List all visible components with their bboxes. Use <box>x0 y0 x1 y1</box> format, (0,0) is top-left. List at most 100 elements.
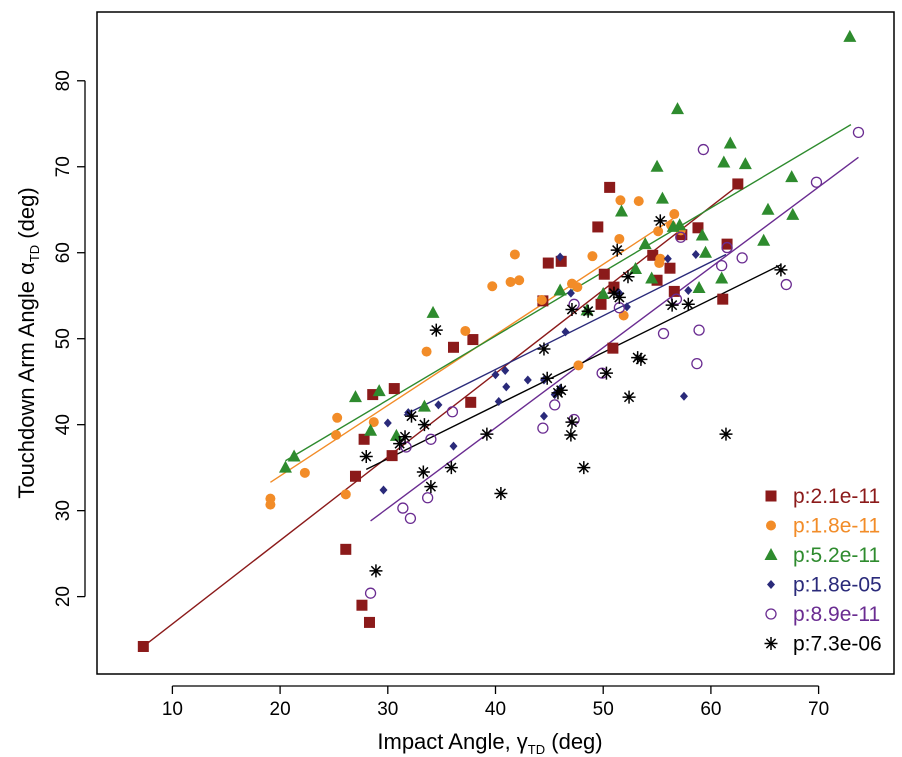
data-point-series-6 <box>393 437 407 451</box>
data-point-series-6 <box>631 351 645 365</box>
data-point-series-6 <box>622 390 636 404</box>
data-point-series-6 <box>681 297 695 311</box>
data-point-series-4 <box>684 286 693 296</box>
data-point-series-3 <box>673 218 687 231</box>
x-tick-label: 60 <box>700 699 721 720</box>
data-point-series-5 <box>400 441 412 453</box>
data-point-series-5 <box>425 433 437 445</box>
data-point-series-6 <box>610 243 624 257</box>
x-tick-label: 50 <box>593 699 614 720</box>
legend-item-series-1: p:2.1e-11 <box>765 485 880 508</box>
data-point-series-6 <box>444 461 458 475</box>
data-point-series-6 <box>665 298 679 312</box>
data-point-series-3 <box>671 102 685 115</box>
data-point-series-6 <box>429 323 443 337</box>
data-point-series-6 <box>719 427 733 441</box>
legend-label-series-4: p:1.8e-05 <box>793 574 882 597</box>
x-axis-label: Impact Angle, γTD (deg) <box>377 729 602 757</box>
legend-marker-series-2 <box>766 520 776 531</box>
y-tick-label: 80 <box>53 70 74 91</box>
data-point-series-5 <box>852 126 865 139</box>
data-point-series-2 <box>572 282 583 293</box>
data-point-series-1 <box>692 222 704 234</box>
data-point-series-4 <box>679 391 688 401</box>
data-point-series-1 <box>721 238 733 250</box>
data-point-series-6 <box>565 415 579 429</box>
data-point-series-6 <box>634 352 648 366</box>
series-6-points <box>359 214 788 578</box>
data-point-series-2 <box>669 209 680 220</box>
data-point-series-6 <box>359 449 373 463</box>
legend-marker-series-1 <box>765 490 777 502</box>
data-point-series-1 <box>732 178 744 190</box>
data-point-series-1 <box>465 396 477 408</box>
data-point-series-4 <box>622 302 631 312</box>
data-point-series-5 <box>716 259 728 272</box>
data-point-series-2 <box>460 325 471 336</box>
data-point-series-1 <box>388 383 400 395</box>
data-point-series-6 <box>653 214 667 228</box>
data-point-series-2 <box>587 251 598 262</box>
data-point-series-6 <box>480 427 494 441</box>
data-point-series-6 <box>398 430 412 444</box>
y-axis-label: Touchdown Arm Angle αTD (deg) <box>14 187 42 498</box>
data-point-series-1 <box>340 543 352 555</box>
data-point-series-5 <box>397 502 409 514</box>
data-point-series-3 <box>785 170 799 183</box>
x-axis-label-symbol: γ <box>517 729 528 754</box>
data-point-series-3 <box>278 460 292 473</box>
legend-label-series-2: p:1.8e-11 <box>793 515 880 538</box>
data-point-series-2 <box>332 412 343 423</box>
data-point-series-5 <box>780 278 792 291</box>
data-point-series-3 <box>655 191 669 204</box>
data-point-series-3 <box>699 245 713 258</box>
data-point-series-4 <box>566 288 575 298</box>
y-tick-label: 20 <box>53 586 74 607</box>
y-axis: 20 30 40 50 60 70 80 <box>53 70 86 607</box>
series-3-points <box>278 29 857 473</box>
data-point-series-5 <box>810 176 823 188</box>
data-point-series-5 <box>697 143 710 156</box>
fit-line-series-5 <box>370 156 859 522</box>
data-point-series-4 <box>491 370 500 380</box>
data-point-series-4 <box>494 396 503 406</box>
legend-item-series-2: p:1.8e-11 <box>766 515 880 538</box>
fit-line-series-6 <box>365 264 782 471</box>
data-point-series-1 <box>137 640 149 652</box>
y-tick-label: 40 <box>53 414 74 435</box>
legend-marker-series-6 <box>764 637 778 650</box>
data-point-series-1 <box>367 389 379 401</box>
data-point-series-1 <box>651 274 663 286</box>
y-axis-label-subscript: TD <box>27 245 42 262</box>
data-point-series-1 <box>607 342 619 354</box>
data-point-series-3 <box>717 155 731 168</box>
x-tick-label: 70 <box>808 699 829 720</box>
data-point-series-2 <box>615 195 626 206</box>
data-point-series-4 <box>556 252 565 262</box>
x-axis-label-unit: (deg) <box>545 729 602 754</box>
data-point-series-2 <box>633 196 644 207</box>
y-axis-label-main: Touchdown Arm Angle <box>14 275 39 499</box>
data-point-series-6 <box>537 342 551 356</box>
legend-item-series-3: p:5.2e-11 <box>764 544 880 567</box>
data-point-series-4 <box>691 249 700 259</box>
data-point-series-5 <box>549 399 561 411</box>
x-tick-label: 40 <box>485 699 506 720</box>
data-point-series-6 <box>417 418 431 432</box>
data-point-series-6 <box>774 263 788 277</box>
data-point-series-2 <box>487 281 498 292</box>
data-point-series-5 <box>364 587 377 599</box>
data-point-series-5 <box>736 252 748 264</box>
y-tick-label: 30 <box>53 500 74 521</box>
data-point-series-2 <box>514 275 525 286</box>
data-point-series-2 <box>614 233 625 244</box>
data-point-series-4 <box>434 400 443 410</box>
data-point-series-1 <box>604 181 616 193</box>
data-point-series-3 <box>715 271 729 284</box>
data-point-series-1 <box>555 255 567 267</box>
data-point-series-1 <box>386 450 398 462</box>
plot-frame <box>96 11 895 675</box>
y-axis-label-unit: (deg) <box>14 187 39 244</box>
data-point-series-6 <box>581 304 595 318</box>
